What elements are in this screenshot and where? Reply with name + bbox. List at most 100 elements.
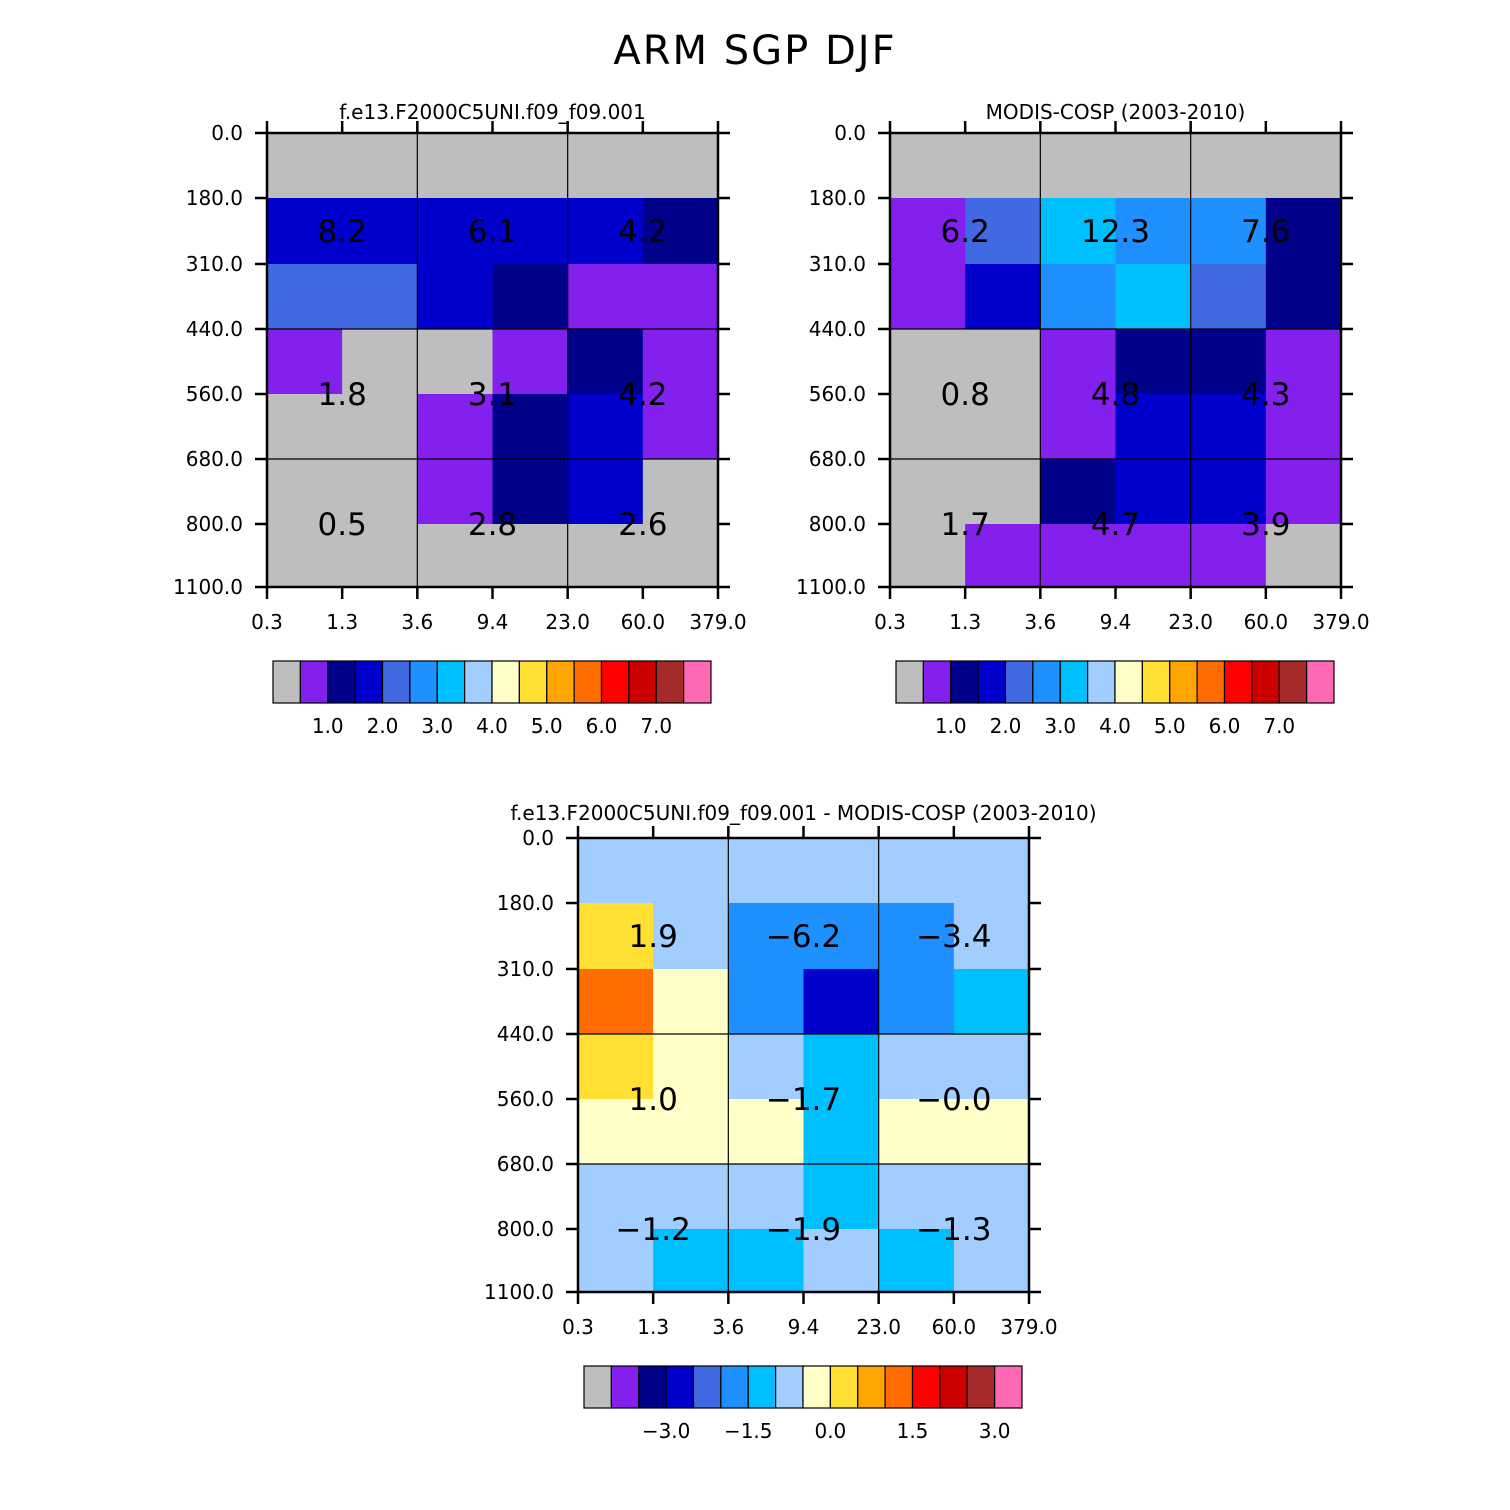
- heatmap-cell: [578, 1099, 654, 1165]
- heatmap-cell: [417, 263, 493, 330]
- heatmap-cell: [492, 459, 569, 525]
- y-tick-label: 800.0: [497, 1217, 554, 1241]
- x-tick-label: 0.3: [251, 610, 283, 634]
- heatmap-cell: [728, 1164, 804, 1230]
- colorbar-box: [464, 660, 493, 704]
- y-tick-label: 1100.0: [796, 575, 866, 599]
- heatmap-cell: [567, 263, 644, 330]
- y-tick-label: 310.0: [186, 252, 243, 276]
- heatmap-cell: [642, 328, 719, 395]
- figure-title: ARM SGP DJF: [613, 28, 897, 74]
- colorbar-box: [857, 1365, 886, 1409]
- colorbar-box: [939, 1365, 968, 1409]
- heatmap-cell: [417, 133, 493, 199]
- heatmap-cell: [1190, 133, 1267, 199]
- heatmap-cell: [1265, 133, 1342, 199]
- x-tick-label: 1.3: [637, 1315, 669, 1339]
- colorbar-box: [1087, 660, 1116, 704]
- heatmap-cell: [567, 133, 644, 199]
- heatmap-cell: [1115, 394, 1192, 460]
- x-tick-label: 1.3: [326, 610, 358, 634]
- y-tick-label: 310.0: [497, 957, 554, 981]
- heatmap-cell: [578, 1228, 654, 1293]
- colorbar-label: 4.0: [1099, 714, 1131, 738]
- x-tick-label: 9.4: [1100, 610, 1132, 634]
- heatmap-cell: [728, 1099, 804, 1165]
- colorbar-label: 3.0: [1044, 714, 1076, 738]
- x-tick-label: 379.0: [1000, 1315, 1057, 1339]
- heatmap-cell: [653, 903, 729, 970]
- box-value-label: −1.3: [916, 1212, 991, 1248]
- heatmap-cell: [803, 1099, 880, 1165]
- heatmap-cell: [492, 523, 569, 588]
- colorbar-label: 2.0: [367, 714, 399, 738]
- heatmap-cell: [567, 523, 644, 588]
- x-tick-label: 1.3: [949, 610, 981, 634]
- heatmap-cell: [1115, 523, 1192, 588]
- heatmap-cell: [728, 1033, 804, 1100]
- box-value-label: 8.2: [318, 214, 367, 250]
- heatmap-cell: [1190, 459, 1267, 525]
- heatmap-cell: [342, 198, 418, 265]
- heatmap-cell: [890, 523, 966, 588]
- colorbar-label: 5.0: [531, 714, 563, 738]
- box-value-label: 1.8: [318, 377, 367, 413]
- heatmap-cell: [1190, 198, 1267, 265]
- x-tick-label: 9.4: [477, 610, 509, 634]
- heatmap-cell: [803, 1164, 880, 1230]
- heatmap-cell: [803, 1033, 880, 1100]
- heatmap-cell: [1040, 263, 1116, 330]
- colorbar-box: [1059, 660, 1089, 704]
- heatmap-cell: [1115, 133, 1192, 199]
- heatmap-cell: [890, 394, 966, 460]
- colorbar-label: 7.0: [640, 714, 672, 738]
- colorbar-label: 5.0: [1154, 714, 1186, 738]
- heatmap-cell: [492, 263, 569, 330]
- colorbar-box: [720, 1365, 749, 1409]
- heatmap-cell: [642, 459, 719, 525]
- heatmap-cell: [567, 459, 644, 525]
- colorbar-box: [1114, 660, 1143, 704]
- box-value-label: 12.3: [1081, 214, 1150, 250]
- heatmap-cell: [642, 523, 719, 588]
- heatmap-cell: [567, 198, 644, 265]
- heatmap-cell: [653, 1164, 729, 1230]
- heatmap-cell: [642, 198, 719, 265]
- heatmap-cell: [728, 1228, 804, 1293]
- box-value-label: 1.0: [629, 1082, 678, 1118]
- colorbar-box: [1223, 660, 1253, 704]
- y-tick-label: 180.0: [186, 186, 243, 210]
- heatmap-cell: [1115, 198, 1192, 265]
- heatmap-cell: [653, 1099, 729, 1165]
- heatmap-cell: [1040, 459, 1116, 525]
- heatmap-cell: [267, 198, 343, 265]
- heatmap-cell: [803, 903, 880, 970]
- heatmap-cell: [953, 838, 1030, 904]
- colorbar-box: [628, 660, 657, 704]
- colorbar-label: −1.5: [724, 1419, 773, 1443]
- colorbar-box: [747, 1365, 777, 1409]
- heatmap-cell: [1040, 133, 1116, 199]
- x-tick-label: 23.0: [545, 610, 590, 634]
- colorbar-box: [895, 660, 924, 704]
- y-tick-label: 560.0: [809, 382, 866, 406]
- colorbar-box: [775, 1365, 804, 1409]
- x-tick-label: 23.0: [856, 1315, 901, 1339]
- heatmap-cell: [1190, 328, 1267, 395]
- heatmap-cell: [1265, 328, 1342, 395]
- colorbar-box: [1196, 660, 1226, 704]
- colorbar-box: [583, 1365, 612, 1409]
- heatmap-cell: [878, 903, 955, 970]
- colorbar-box: [683, 660, 712, 704]
- box-value-label: 4.3: [1241, 377, 1290, 413]
- box-value-label: −6.2: [766, 919, 841, 955]
- heatmap-cell: [417, 328, 493, 395]
- box-value-label: 1.7: [941, 507, 990, 543]
- heatmap-cell: [567, 328, 644, 395]
- heatmap-cell: [492, 328, 569, 395]
- heatmap-cell: [342, 133, 418, 199]
- heatmap-cell: [578, 1033, 654, 1100]
- colorbar-box: [299, 660, 329, 704]
- colorbar-box: [966, 1365, 996, 1409]
